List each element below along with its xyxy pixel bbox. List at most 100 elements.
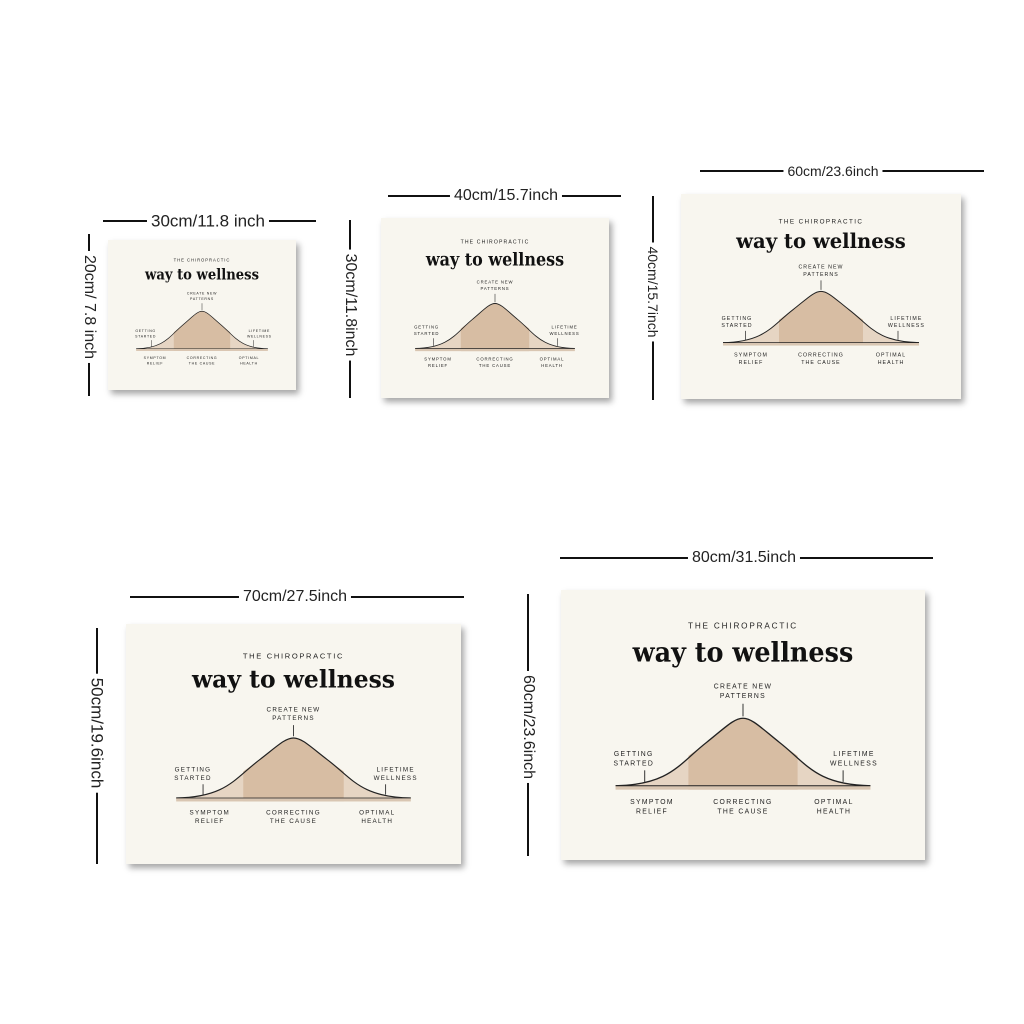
label-started: STARTED <box>414 331 440 336</box>
label-wellness: WELLNESS <box>549 331 579 336</box>
label-correcting: CORRECTING <box>476 356 513 361</box>
curve-baseline <box>723 342 919 346</box>
bell-curve <box>415 303 575 352</box>
height-label: 40cm/15.7inch <box>645 242 661 342</box>
label-started: STARTED <box>613 760 654 767</box>
height-label: 30cm/11.8inch <box>342 249 359 361</box>
label-optimal: OPTIMAL <box>814 799 853 806</box>
label-relief: RELIEF <box>195 818 224 825</box>
label-relief: RELIEF <box>739 360 764 366</box>
label-the-cause: THE CAUSE <box>479 363 511 368</box>
poster-subtitle: THE CHIROPRACTIC <box>779 218 864 225</box>
label-patterns: PATTERNS <box>272 715 315 722</box>
poster-title: way to wellness <box>191 665 395 693</box>
poster-artwork: THE CHIROPRACTIC way to wellness CREATE … <box>414 239 579 368</box>
label-relief: RELIEF <box>636 809 668 816</box>
label-getting: GETTING <box>414 324 439 329</box>
poster-title: way to wellness <box>735 229 906 254</box>
poster-subtitle: THE CHIROPRACTIC <box>243 651 344 660</box>
label-the-cause: THE CAUSE <box>717 809 768 816</box>
label-the-cause: THE CAUSE <box>189 361 215 365</box>
poster-artwork: THE CHIROPRACTIC way to wellness CREATE … <box>174 651 418 825</box>
poster-70x50: THE CHIROPRACTIC way to wellness CREATE … <box>126 624 461 864</box>
poster-60x40: THE CHIROPRACTIC way to wellness CREATE … <box>681 194 961 399</box>
label-the-cause: THE CAUSE <box>270 818 317 825</box>
label-health: HEALTH <box>878 360 905 366</box>
curve-fill-center <box>243 738 344 802</box>
curve-baseline <box>415 348 575 352</box>
width-label: 60cm/23.6inch <box>783 164 883 178</box>
width-label: 40cm/15.7inch <box>449 188 563 204</box>
label-symptom: SYMPTOM <box>190 809 230 816</box>
label-create-new: CREATE NEW <box>714 683 773 690</box>
label-lifetime: LIFETIME <box>552 324 578 329</box>
label-optimal: OPTIMAL <box>876 352 906 358</box>
label-wellness: WELLNESS <box>888 323 925 329</box>
label-create-new: CREATE NEW <box>798 265 843 271</box>
label-create-new: CREATE NEW <box>187 291 217 295</box>
label-symptom: SYMPTOM <box>424 356 451 361</box>
bell-curve <box>615 717 871 790</box>
label-symptom: SYMPTOM <box>734 352 768 358</box>
height-label: 50cm/19.6inch <box>88 673 107 793</box>
poster-40x30: THE CHIROPRACTIC way to wellness CREATE … <box>381 218 609 398</box>
label-relief: RELIEF <box>428 363 448 368</box>
label-optimal: OPTIMAL <box>540 356 565 361</box>
width-label: 70cm/27.5inch <box>238 589 352 605</box>
poster-title: way to wellness <box>425 250 564 271</box>
label-correcting: CORRECTING <box>798 352 844 358</box>
label-symptom: SYMPTOM <box>144 356 167 360</box>
label-lifetime: LIFETIME <box>249 329 270 333</box>
poster-80x60: THE CHIROPRACTIC way to wellness CREATE … <box>561 590 925 860</box>
label-started: STARTED <box>174 775 211 782</box>
bell-curve <box>722 290 920 346</box>
curve-baseline <box>176 798 411 802</box>
label-health: HEALTH <box>817 809 852 816</box>
label-create-new: CREATE NEW <box>267 706 321 713</box>
height-label: 60cm/23.6inch <box>520 670 537 784</box>
poster-artwork: THE CHIROPRACTIC way to wellness CREATE … <box>721 218 925 366</box>
label-getting: GETTING <box>175 766 212 773</box>
height-label: 20cm/ 7.8 inch <box>81 250 98 364</box>
curve-outline <box>136 310 268 350</box>
label-patterns: PATTERNS <box>720 693 766 700</box>
curve-outline <box>722 290 920 344</box>
label-lifetime: LIFETIME <box>377 766 415 773</box>
label-optimal: OPTIMAL <box>359 809 395 816</box>
poster-title: way to wellness <box>632 637 854 669</box>
poster-artwork: THE CHIROPRACTIC way to wellness CREATE … <box>135 257 271 365</box>
poster-subtitle: THE CHIROPRACTIC <box>174 257 231 262</box>
curve-fill-center <box>460 303 530 352</box>
label-patterns: PATTERNS <box>803 272 839 278</box>
label-optimal: OPTIMAL <box>239 356 259 360</box>
label-wellness: WELLNESS <box>374 775 418 782</box>
poster-artwork: THE CHIROPRACTIC way to wellness CREATE … <box>613 620 876 816</box>
label-health: HEALTH <box>541 363 563 368</box>
label-health: HEALTH <box>240 361 258 365</box>
label-patterns: PATTERNS <box>190 297 214 301</box>
label-correcting: CORRECTING <box>187 356 218 360</box>
label-started: STARTED <box>721 323 752 329</box>
label-the-cause: THE CAUSE <box>801 360 840 366</box>
label-started: STARTED <box>135 334 156 338</box>
poster-subtitle: THE CHIROPRACTIC <box>688 620 798 630</box>
bell-curve <box>136 310 268 351</box>
curve-outline <box>615 717 871 787</box>
curve-baseline <box>136 348 268 351</box>
label-getting: GETTING <box>135 329 156 333</box>
label-correcting: CORRECTING <box>266 809 321 816</box>
width-label: 30cm/11.8 inch <box>146 212 270 230</box>
curve-outline <box>415 303 575 349</box>
width-label: 80cm/31.5inch <box>687 550 801 566</box>
curve-baseline <box>615 785 871 790</box>
label-getting: GETTING <box>722 316 753 322</box>
label-patterns: PATTERNS <box>481 286 510 291</box>
curve-fill-center <box>688 718 798 790</box>
label-lifetime: LIFETIME <box>833 751 875 758</box>
label-getting: GETTING <box>614 751 654 758</box>
curve-outline <box>176 737 411 799</box>
poster-subtitle: THE CHIROPRACTIC <box>461 239 530 245</box>
poster-title: way to wellness <box>144 267 259 284</box>
curve-fill-center <box>173 311 231 351</box>
bell-curve <box>176 737 411 802</box>
